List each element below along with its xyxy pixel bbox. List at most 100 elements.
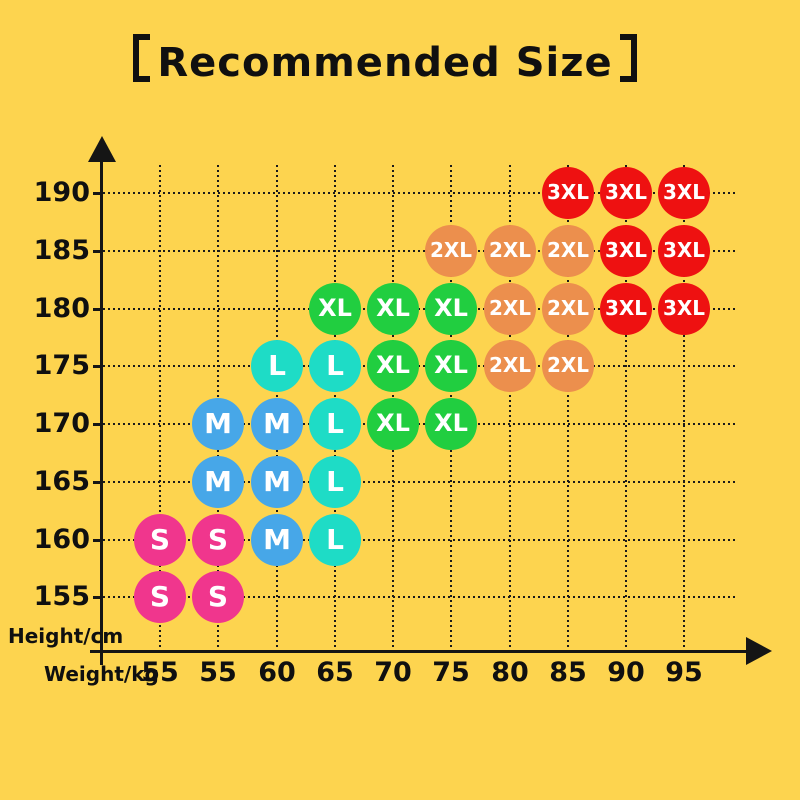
- right-lenticular-bracket: [619, 34, 637, 82]
- size-point-label: 3XL: [662, 180, 706, 204]
- horizontal-gridline: [103, 192, 738, 194]
- size-point-l: L: [251, 340, 303, 392]
- size-point-label: M: [263, 464, 291, 498]
- size-point-2xl: 2XL: [484, 225, 536, 277]
- x-axis-caption: Weight/kg: [44, 662, 159, 686]
- size-point-s: S: [192, 514, 244, 566]
- x-tick-label: 80: [491, 657, 529, 688]
- size-point-label: M: [204, 406, 232, 440]
- y-axis-tick: [93, 539, 101, 542]
- x-axis-line: [90, 650, 748, 653]
- size-point-l: L: [309, 456, 361, 508]
- size-point-xl: XL: [425, 398, 477, 450]
- size-point-label: XL: [376, 351, 410, 379]
- y-tick-label: 155: [33, 581, 90, 612]
- size-point-m: M: [251, 514, 303, 566]
- size-point-m: M: [251, 456, 303, 508]
- size-point-2xl: 2XL: [484, 340, 536, 392]
- size-point-label: 2XL: [546, 238, 590, 262]
- size-point-label: 2XL: [488, 353, 532, 377]
- x-tick-label: 75: [432, 657, 470, 688]
- size-point-xl: XL: [425, 283, 477, 335]
- vertical-gridline: [159, 165, 161, 652]
- size-point-label: XL: [376, 294, 410, 322]
- size-point-label: XL: [434, 294, 468, 322]
- size-point-3xl: 3XL: [600, 283, 652, 335]
- size-point-label: L: [268, 348, 286, 382]
- size-point-label: 2XL: [546, 353, 590, 377]
- size-point-label: L: [326, 406, 344, 440]
- x-tick-label: 95: [665, 657, 703, 688]
- left-lenticular-bracket: [133, 34, 151, 82]
- size-point-2xl: 2XL: [425, 225, 477, 277]
- y-axis-tick: [93, 308, 101, 311]
- y-axis-caption: Height/cm: [8, 624, 124, 648]
- size-point-label: 2XL: [546, 296, 590, 320]
- size-point-label: M: [204, 464, 232, 498]
- size-point-label: 3XL: [546, 180, 590, 204]
- size-point-xl: XL: [367, 398, 419, 450]
- size-point-label: XL: [376, 409, 410, 437]
- x-tick-label: 55: [199, 657, 237, 688]
- size-point-s: S: [134, 571, 186, 623]
- size-point-m: M: [192, 456, 244, 508]
- size-point-label: S: [207, 579, 229, 613]
- size-point-label: XL: [434, 409, 468, 437]
- y-tick-label: 160: [33, 524, 90, 555]
- y-axis-tick: [93, 596, 101, 599]
- size-point-label: M: [263, 522, 291, 556]
- size-point-3xl: 3XL: [542, 167, 594, 219]
- size-point-2xl: 2XL: [542, 283, 594, 335]
- size-point-label: L: [326, 464, 344, 498]
- size-point-label: 2XL: [488, 296, 532, 320]
- x-tick-label: 55: [141, 657, 179, 688]
- size-point-xl: XL: [309, 283, 361, 335]
- vertical-gridline: [509, 165, 511, 652]
- size-point-label: M: [263, 406, 291, 440]
- size-point-l: L: [309, 514, 361, 566]
- size-point-label: S: [207, 522, 229, 556]
- x-tick-label: 85: [549, 657, 587, 688]
- size-point-s: S: [192, 571, 244, 623]
- size-point-label: 3XL: [604, 180, 648, 204]
- size-point-3xl: 3XL: [658, 167, 710, 219]
- horizontal-gridline: [103, 596, 738, 598]
- x-tick-label: 70: [374, 657, 412, 688]
- horizontal-gridline: [103, 250, 738, 252]
- y-axis-tick: [93, 365, 101, 368]
- vertical-gridline: [567, 165, 569, 652]
- size-point-label: L: [326, 522, 344, 556]
- horizontal-gridline: [103, 308, 738, 310]
- size-point-label: 3XL: [604, 296, 648, 320]
- horizontal-gridline: [103, 481, 738, 483]
- size-point-m: M: [251, 398, 303, 450]
- y-axis-line: [100, 158, 103, 665]
- size-point-s: S: [134, 514, 186, 566]
- size-point-3xl: 3XL: [658, 283, 710, 335]
- size-point-2xl: 2XL: [542, 225, 594, 277]
- size-point-label: S: [149, 522, 171, 556]
- x-tick-label: 90: [607, 657, 645, 688]
- size-point-label: 3XL: [662, 296, 706, 320]
- y-tick-label: 180: [33, 293, 90, 324]
- vertical-gridline: [625, 165, 627, 652]
- y-tick-label: 170: [33, 408, 90, 439]
- size-point-label: XL: [434, 351, 468, 379]
- y-tick-label: 175: [33, 350, 90, 381]
- chart-title: Recommended Size: [0, 34, 770, 86]
- size-point-label: S: [149, 579, 171, 613]
- y-tick-label: 185: [33, 235, 90, 266]
- vertical-gridline: [683, 165, 685, 652]
- y-axis-tick: [93, 481, 101, 484]
- x-tick-label: 65: [316, 657, 354, 688]
- size-point-m: M: [192, 398, 244, 450]
- horizontal-gridline: [103, 423, 738, 425]
- size-point-3xl: 3XL: [600, 167, 652, 219]
- size-point-label: 2XL: [488, 238, 532, 262]
- size-point-3xl: 3XL: [600, 225, 652, 277]
- size-point-l: L: [309, 340, 361, 392]
- size-point-2xl: 2XL: [484, 283, 536, 335]
- y-axis-tick: [93, 423, 101, 426]
- size-point-label: 2XL: [429, 238, 473, 262]
